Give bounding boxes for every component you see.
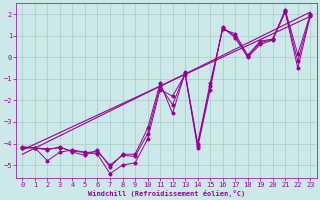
- X-axis label: Windchill (Refroidissement éolien,°C): Windchill (Refroidissement éolien,°C): [88, 190, 245, 197]
